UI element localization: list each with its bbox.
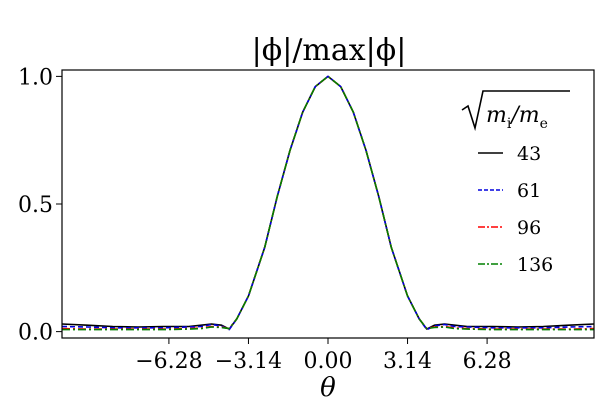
legend: mi/me 43 61 96 136 xyxy=(461,90,570,276)
series-line-61 xyxy=(61,75,595,331)
chart-title: |ϕ|/max|ϕ| xyxy=(252,33,407,68)
y-axis-ticks: 0.0 0.5 1.0 xyxy=(18,65,62,346)
legend-title-text: mi/me xyxy=(486,103,548,132)
legend-title: mi/me xyxy=(461,90,570,132)
y-tick-label: 0.5 xyxy=(18,193,53,218)
x-tick-label: 0.00 xyxy=(304,349,353,374)
y-tick-label: 1.0 xyxy=(18,65,53,90)
x-tick-label: −3.14 xyxy=(215,349,282,374)
x-axis-ticks: −6.28 −3.14 0.00 3.14 6.28 xyxy=(135,338,512,374)
y-tick-label: 0.0 xyxy=(18,321,53,346)
x-tick-label: −6.28 xyxy=(135,349,202,374)
x-tick-label: 6.28 xyxy=(463,349,512,374)
legend-label-136: 136 xyxy=(517,254,553,276)
legend-label-61: 61 xyxy=(517,180,541,202)
legend-entries: 43 61 96 136 xyxy=(478,143,553,276)
x-tick-label: 3.14 xyxy=(383,349,432,374)
legend-title-radical xyxy=(461,90,570,132)
plot-lines xyxy=(61,75,595,331)
legend-label-96: 96 xyxy=(517,217,541,239)
legend-label-43: 43 xyxy=(517,143,541,165)
series-line-136 xyxy=(62,75,594,331)
x-axis-label: θ xyxy=(320,373,336,403)
